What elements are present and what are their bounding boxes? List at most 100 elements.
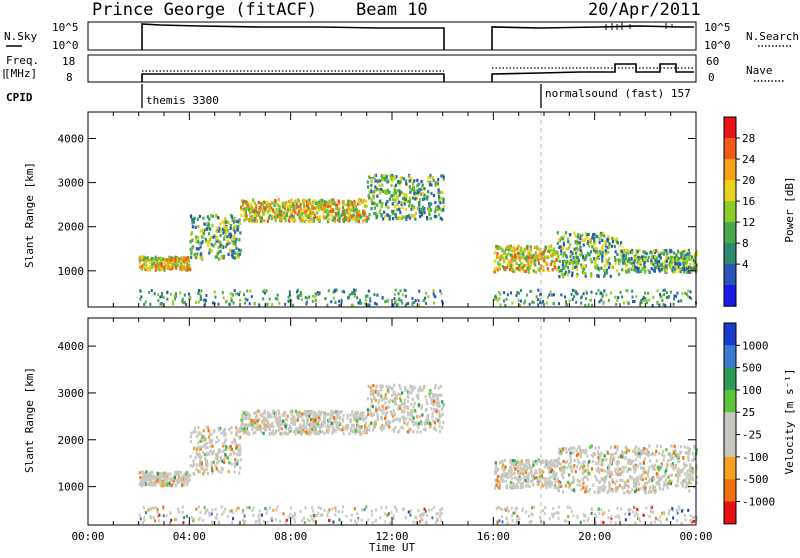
echo-cell	[369, 297, 372, 301]
echo-cell	[380, 178, 384, 182]
echo-cell	[535, 462, 538, 466]
echo-cell	[356, 212, 359, 216]
echo-cell	[203, 468, 206, 472]
echo-cell	[422, 298, 425, 302]
echo-cell	[179, 471, 182, 475]
echo-cell	[348, 218, 351, 222]
echo-cell	[353, 199, 356, 204]
echo-cell	[272, 432, 275, 436]
echo-cell	[586, 462, 590, 466]
echo-cell	[643, 265, 646, 269]
echo-cell	[147, 472, 150, 476]
echo-cell	[674, 294, 677, 298]
echo-cell	[373, 212, 376, 216]
echo-cell	[550, 459, 553, 463]
echo-cell	[233, 251, 237, 255]
echo-cell	[633, 447, 637, 451]
echo-cell	[530, 290, 533, 294]
echo-cell	[194, 301, 197, 305]
echo-cell	[267, 210, 270, 214]
echo-cell	[686, 451, 689, 455]
echo-cell	[164, 259, 167, 263]
echo-cell	[150, 476, 153, 480]
echo-cell	[189, 268, 192, 272]
echo-cell	[170, 518, 173, 522]
echo-cell	[286, 209, 290, 214]
echo-cell	[192, 462, 195, 466]
echo-cell	[349, 420, 352, 424]
echo-cell	[398, 406, 402, 410]
echo-cell	[605, 262, 609, 266]
echo-cell	[412, 520, 415, 524]
echo-cell	[629, 467, 632, 472]
echo-cell	[502, 251, 505, 256]
echo-cell	[327, 219, 330, 224]
echo-cell	[210, 463, 213, 467]
echo-cell	[246, 431, 249, 435]
echo-cell	[681, 468, 685, 472]
echo-cell	[616, 269, 619, 273]
echo-cell	[652, 263, 655, 267]
echo-cell	[539, 298, 542, 302]
echo-cell	[355, 412, 358, 416]
echo-cell	[599, 454, 602, 458]
echo-cell	[429, 388, 432, 393]
echo-cell	[557, 489, 560, 493]
echo-cell	[366, 215, 369, 219]
echo-cell	[648, 459, 652, 463]
echo-cell	[587, 232, 590, 236]
echo-cell	[583, 451, 586, 455]
echo-cell	[354, 208, 357, 212]
echo-cell	[632, 484, 635, 488]
echo-cell	[369, 412, 372, 416]
echo-cell	[415, 196, 418, 200]
echo-cell	[527, 264, 531, 268]
echo-cell	[654, 249, 658, 253]
echo-cell	[174, 258, 177, 262]
echo-cell	[288, 293, 291, 297]
echo-cell	[611, 239, 615, 244]
echo-cell	[624, 450, 628, 455]
echo-cell	[570, 258, 573, 263]
echo-cell	[280, 427, 283, 431]
echo-cell	[380, 506, 383, 510]
echo-cell	[283, 204, 286, 208]
echo-cell	[314, 432, 317, 436]
echo-cell	[550, 469, 553, 473]
echo-cell	[690, 270, 693, 274]
echo-cell	[626, 469, 629, 473]
echo-cell	[540, 482, 543, 486]
echo-cell	[553, 458, 556, 463]
echo-cell	[441, 412, 445, 416]
echo-cell	[420, 517, 423, 521]
echo-cell	[405, 207, 408, 212]
echo-cell	[278, 205, 281, 209]
echo-cell	[509, 469, 512, 474]
echo-cell	[558, 275, 561, 279]
echo-cell	[248, 506, 251, 510]
echo-cell	[384, 178, 387, 182]
echo-cell	[558, 269, 561, 273]
echo-cell	[513, 249, 516, 253]
echo-cell	[162, 514, 165, 518]
echo-cell	[515, 521, 518, 525]
echo-cell	[680, 258, 684, 262]
echo-cell	[633, 468, 636, 472]
echo-cell	[609, 455, 613, 459]
echo-cell	[398, 206, 401, 210]
echo-cell	[305, 200, 309, 204]
echo-cell	[562, 234, 565, 239]
echo-cell	[506, 475, 509, 479]
echo-cell	[616, 257, 620, 262]
echo-cell	[266, 302, 269, 306]
echo-cell	[417, 396, 420, 401]
echo-cell	[391, 202, 394, 206]
echo-cell	[562, 243, 566, 247]
echo-cell	[636, 267, 639, 271]
echo-cell	[394, 425, 397, 430]
echo-cell	[684, 472, 687, 476]
echo-cell	[611, 236, 614, 240]
echo-cell	[526, 248, 530, 252]
echo-cell	[219, 233, 222, 238]
echo-cell	[428, 201, 431, 206]
